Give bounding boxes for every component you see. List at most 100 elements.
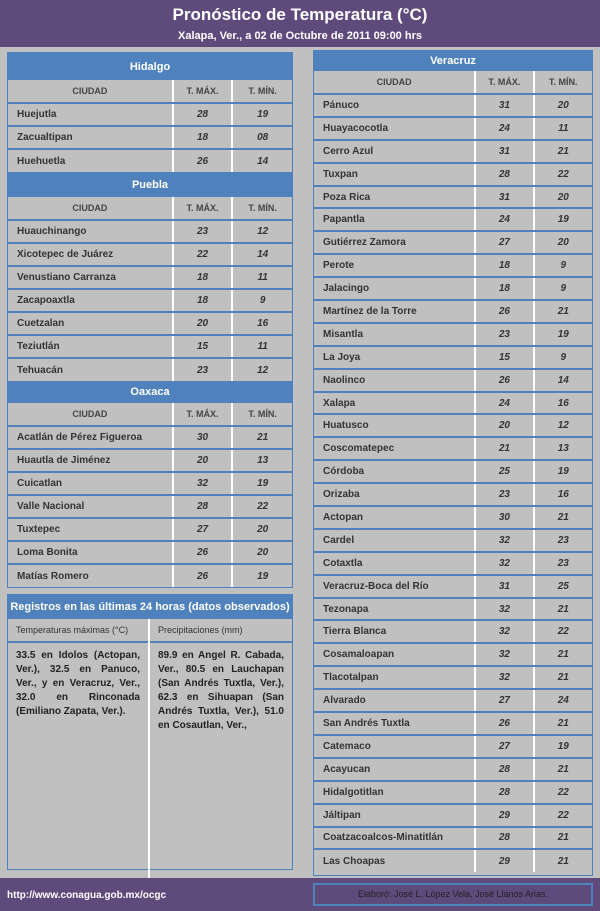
city-name: Xicotepec de Juárez bbox=[8, 243, 174, 267]
min-temp: 19 bbox=[232, 103, 292, 127]
table-row: Coscomatepec 21 13 bbox=[314, 437, 592, 462]
max-temp: 27 bbox=[475, 231, 535, 256]
page-title: Pronóstico de Temperatura (°C) bbox=[172, 5, 428, 24]
table-row: Catemaco 27 19 bbox=[314, 734, 592, 759]
min-temp: 21 bbox=[533, 643, 592, 668]
puebla-table: Puebla CIUDAD T. MÁX. T. MÍN. Huauchinango 23… bbox=[8, 172, 292, 381]
table-row: Huauchinango 23 12 bbox=[8, 220, 292, 244]
city-name: Tehuacán bbox=[8, 358, 174, 381]
table-row: Tierra Blanca 32 22 bbox=[314, 620, 592, 645]
max-temps-text: 33.5 en Idolos (Actopan, Ver.), 32.5 en … bbox=[16, 650, 140, 717]
table-row: Hidalgotitlan 28 22 bbox=[314, 780, 592, 805]
min-temp: 19 bbox=[533, 734, 592, 759]
max-temp: 24 bbox=[475, 208, 535, 233]
max-temp: 25 bbox=[475, 460, 535, 485]
max-temp: 23 bbox=[172, 220, 234, 244]
max-temp: 28 bbox=[475, 826, 535, 851]
table-row: Xalapa 24 16 bbox=[314, 391, 592, 416]
city-name: Pánuco bbox=[314, 94, 477, 118]
max-temp: 27 bbox=[475, 689, 535, 714]
max-temp: 21 bbox=[475, 437, 535, 462]
city-name: Jalacingo bbox=[314, 277, 477, 302]
city-name: Cuicatlan bbox=[8, 472, 174, 496]
table-row: Cerro Azul 31 21 bbox=[314, 139, 592, 164]
table-row: Huehuetla 26 14 bbox=[8, 149, 292, 172]
max-temp: 29 bbox=[475, 803, 535, 828]
min-column-header: T. MÍN. bbox=[232, 403, 292, 427]
veracruz-state-header: Veracruz bbox=[314, 51, 592, 71]
city-column-header: CIUDAD bbox=[8, 403, 174, 427]
max-temp: 18 bbox=[172, 126, 234, 150]
table-row: Venustiano Carranza 18 11 bbox=[8, 266, 292, 290]
max-temp: 31 bbox=[475, 185, 535, 210]
city-name: San Andrés Tuxtla bbox=[314, 712, 477, 736]
table-row: Poza Rica 31 20 bbox=[314, 185, 592, 210]
max-temp: 26 bbox=[172, 541, 234, 565]
min-temp: 20 bbox=[533, 231, 592, 256]
table-row: Las Choapas 29 21 bbox=[314, 849, 592, 873]
city-name: Veracruz-Boca del Río bbox=[314, 574, 477, 599]
max-column-header: T. MÁX. bbox=[172, 403, 234, 427]
table-row: Misantla 23 19 bbox=[314, 322, 592, 347]
table-row: Jalacingo 18 9 bbox=[314, 277, 592, 302]
table-row: Valle Nacional 28 22 bbox=[8, 495, 292, 519]
city-name: Loma Bonita bbox=[8, 541, 174, 565]
city-name: Cuetzalan bbox=[8, 312, 174, 336]
city-name: Tlacotalpan bbox=[314, 666, 477, 691]
precip-label: Precipitaciones (mm) bbox=[150, 619, 292, 643]
city-name: Orizaba bbox=[314, 483, 477, 508]
city-name: Gutiérrez Zamora bbox=[314, 231, 477, 256]
city-column-header: CIUDAD bbox=[8, 80, 174, 104]
city-name: Cotaxtla bbox=[314, 551, 477, 576]
table-row: Tehuacán 23 12 bbox=[8, 358, 292, 381]
table-row: Alvarado 27 24 bbox=[314, 689, 592, 714]
min-temp: 21 bbox=[533, 139, 592, 164]
table-row: Naolinco 26 14 bbox=[314, 368, 592, 393]
max-temp: 28 bbox=[475, 757, 535, 782]
max-temps-column: Temperaturas máximas (°C) 33.5 en Idolos… bbox=[8, 619, 150, 893]
table-row: Martínez de la Torre 26 21 bbox=[314, 300, 592, 324]
city-name: Misantla bbox=[314, 322, 477, 347]
table-row: Huautla de Jiménez 20 13 bbox=[8, 449, 292, 473]
max-temp: 30 bbox=[475, 506, 535, 530]
max-temp: 28 bbox=[172, 103, 234, 127]
table-row: Huejutla 28 19 bbox=[8, 103, 292, 127]
min-temp: 19 bbox=[533, 322, 592, 347]
table-row: Matías Romero 26 19 bbox=[8, 564, 292, 587]
table-row: Papantla 24 19 bbox=[314, 208, 592, 233]
max-column-header: T. MÁX. bbox=[475, 71, 535, 95]
max-temp: 22 bbox=[172, 243, 234, 267]
max-temp: 32 bbox=[475, 528, 535, 553]
city-name: Las Choapas bbox=[314, 849, 477, 873]
table-row: Zacapoaxtla 18 9 bbox=[8, 289, 292, 313]
min-temp: 21 bbox=[533, 666, 592, 691]
city-name: Córdoba bbox=[314, 460, 477, 485]
city-name: Perote bbox=[314, 254, 477, 279]
max-temp: 15 bbox=[475, 345, 535, 370]
min-temp: 08 bbox=[232, 126, 292, 150]
table-row: Cardel 32 23 bbox=[314, 528, 592, 553]
max-temp: 26 bbox=[172, 149, 234, 172]
city-name: Hidalgotitlan bbox=[314, 780, 477, 805]
max-column-header: T. MÁX. bbox=[172, 197, 234, 221]
puebla-state-header: Puebla bbox=[8, 172, 292, 197]
max-temp: 18 bbox=[475, 277, 535, 302]
max-temp: 32 bbox=[475, 597, 535, 622]
max-temp: 18 bbox=[172, 266, 234, 290]
max-temp: 26 bbox=[172, 564, 234, 587]
min-temp: 21 bbox=[232, 426, 292, 450]
table-row: La Joya 15 9 bbox=[314, 345, 592, 370]
city-name: Huauchinango bbox=[8, 220, 174, 244]
city-name: Teziutlán bbox=[8, 335, 174, 359]
min-temp: 20 bbox=[232, 541, 292, 565]
min-temp: 24 bbox=[533, 689, 592, 714]
min-temp: 11 bbox=[533, 116, 592, 141]
footer-url[interactable]: http://www.conagua.gob.mx/ocgc bbox=[7, 890, 167, 901]
min-temp: 16 bbox=[232, 312, 292, 336]
min-temp: 9 bbox=[533, 277, 592, 302]
min-column-header: T. MÍN. bbox=[232, 80, 292, 104]
city-name: Acayucan bbox=[314, 757, 477, 782]
table-row: Pánuco 31 20 bbox=[314, 94, 592, 118]
precip-column: Precipitaciones (mm) 89.9 en Angel R. Ca… bbox=[150, 619, 292, 893]
city-name: Tuxtepec bbox=[8, 518, 174, 542]
